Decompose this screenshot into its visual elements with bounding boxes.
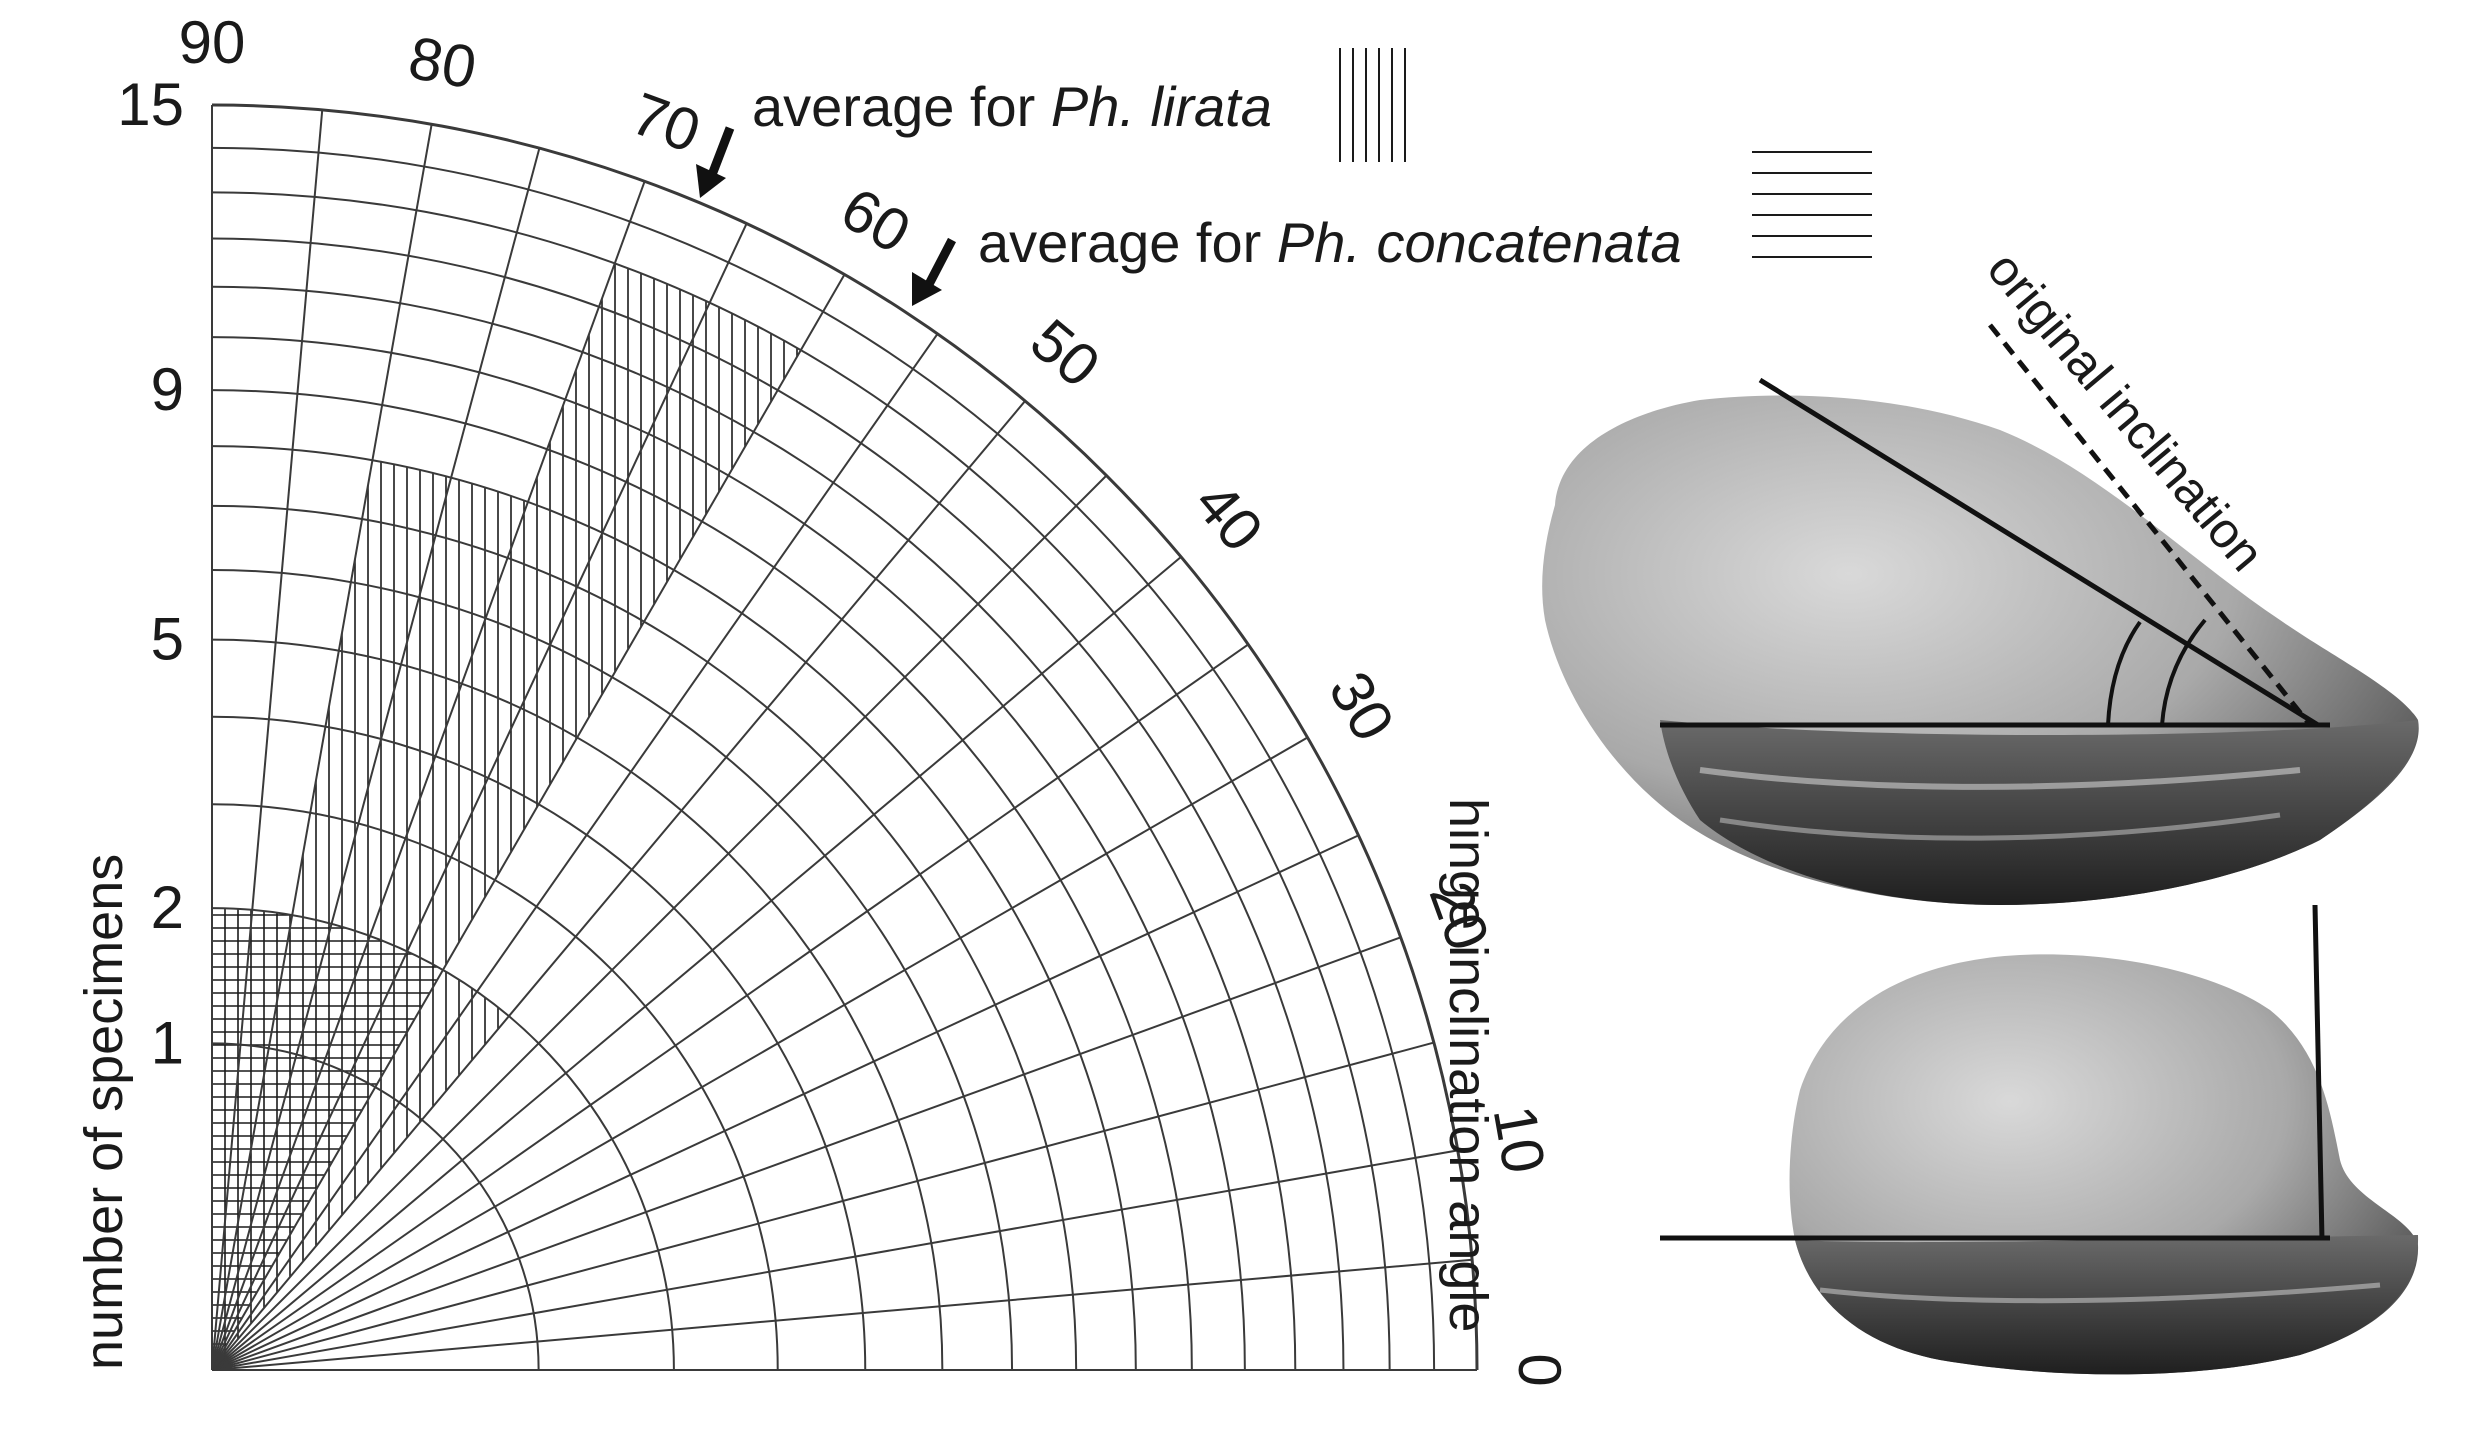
legend-swatch-vertical-hatch (1339, 48, 1406, 162)
average-arrow-lirata (696, 126, 735, 198)
angular-axis-title: hinge inclination angle (1438, 798, 1498, 1332)
shell-photo-upright (1660, 904, 2419, 1375)
spoke-45 (211, 474, 1108, 1371)
spoke-25 (211, 834, 1359, 1371)
angle-tick-70: 70 (623, 80, 709, 166)
spoke-70 (211, 180, 646, 1371)
radial-tick-9: 9 (151, 356, 184, 423)
spoke-10 (211, 1149, 1458, 1371)
spoke-65 (211, 223, 748, 1371)
legend-entry-concatenata: average for Ph. concatenata (978, 151, 1872, 274)
legend-label-lirata: average for Ph. lirata (752, 75, 1272, 138)
spoke-60 (211, 273, 846, 1371)
legend: average for Ph. lirata average for Ph. c… (752, 48, 1872, 274)
angle-tick-90: 90 (179, 9, 246, 76)
spoke-85 (211, 109, 324, 1371)
legend-entry-lirata: average for Ph. lirata (752, 48, 1406, 162)
angle-tick-50: 50 (1018, 306, 1112, 400)
spoke-15 (211, 1041, 1435, 1371)
radial-tick-1: 1 (151, 1009, 184, 1076)
angle-tick-40: 40 (1182, 470, 1276, 564)
radial-axis-title: number of specimens (74, 854, 134, 1370)
radial-tick-2: 2 (151, 874, 184, 941)
radial-tick-5: 5 (151, 606, 184, 673)
spoke-80 (211, 124, 433, 1371)
legend-swatch-horizontal-hatch (1752, 151, 1872, 258)
angle-tick-0: 0 (1506, 1353, 1573, 1386)
spoke-75 (211, 147, 541, 1371)
shell-photo-original: original inclination (1542, 241, 2419, 905)
spoke-55 (211, 333, 939, 1371)
spoke-20 (211, 936, 1402, 1371)
hinge-line (1758, 377, 2320, 728)
spoke-50 (211, 400, 1026, 1371)
spoke-30 (211, 736, 1309, 1371)
angle-tick-80: 80 (404, 24, 481, 102)
original-inclination-line (1988, 323, 2312, 727)
angle-tick-60: 60 (830, 175, 921, 266)
polar-grid (211, 103, 1479, 1371)
spoke-35 (211, 643, 1249, 1371)
vertical-hinge-line (2312, 904, 2325, 1241)
radial-tick-15: 15 (117, 71, 184, 138)
legend-label-concatenata: average for Ph. concatenata (978, 211, 1682, 274)
spoke-5 (211, 1258, 1473, 1371)
spoke-40 (211, 556, 1182, 1371)
average-arrow-concatenata (912, 237, 956, 306)
angle-tick-30: 30 (1316, 661, 1407, 752)
angle-tick-10: 10 (1481, 1101, 1559, 1178)
